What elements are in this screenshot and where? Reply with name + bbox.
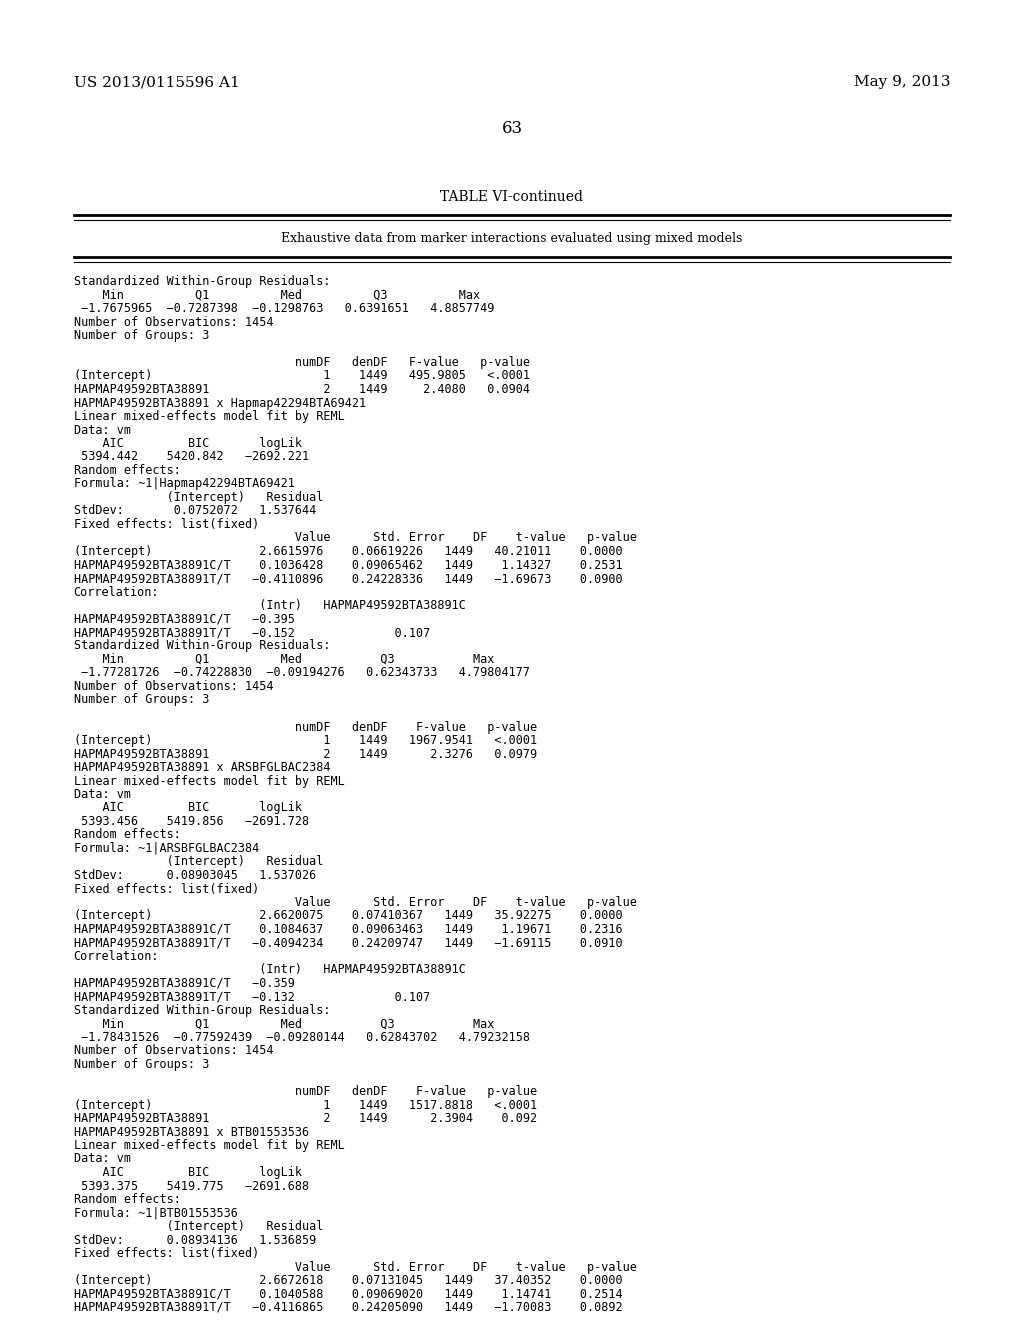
Text: Number of Observations: 1454: Number of Observations: 1454 (74, 1044, 273, 1057)
Text: 5393.375    5419.775   −2691.688: 5393.375 5419.775 −2691.688 (74, 1180, 309, 1192)
Text: (Intercept)   Residual: (Intercept) Residual (74, 855, 324, 869)
Text: 5394.442    5420.842   −2692.221: 5394.442 5420.842 −2692.221 (74, 450, 309, 463)
Text: Formula: ~1|BTB01553536: Formula: ~1|BTB01553536 (74, 1206, 238, 1220)
Text: Min          Q1          Med          Q3          Max: Min Q1 Med Q3 Max (74, 289, 480, 301)
Text: (Intr)   HAPMAP49592BTA38891C: (Intr) HAPMAP49592BTA38891C (74, 599, 466, 612)
Text: Linear mixed-effects model fit by REML: Linear mixed-effects model fit by REML (74, 411, 344, 422)
Text: AIC         BIC       logLik: AIC BIC logLik (74, 801, 302, 814)
Text: HAPMAP49592BTA38891T/T   −0.4094234    0.24209747   1449   −1.69115    0.0910: HAPMAP49592BTA38891T/T −0.4094234 0.2420… (74, 936, 623, 949)
Text: 5393.456    5419.856   −2691.728: 5393.456 5419.856 −2691.728 (74, 814, 309, 828)
Text: Number of Observations: 1454: Number of Observations: 1454 (74, 680, 273, 693)
Text: Standardized Within-Group Residuals:: Standardized Within-Group Residuals: (74, 639, 330, 652)
Text: (Intercept)               2.6672618    0.07131045   1449   37.40352    0.0000: (Intercept) 2.6672618 0.07131045 1449 37… (74, 1274, 623, 1287)
Text: numDF   denDF    F-value   p-value: numDF denDF F-value p-value (74, 1085, 537, 1098)
Text: numDF   denDF    F-value   p-value: numDF denDF F-value p-value (74, 721, 537, 734)
Text: Number of Groups: 3: Number of Groups: 3 (74, 1059, 209, 1071)
Text: HAPMAP49592BTA38891T/T   −0.4110896    0.24228336   1449   −1.69673    0.0900: HAPMAP49592BTA38891T/T −0.4110896 0.2422… (74, 572, 623, 585)
Text: (Intr)   HAPMAP49592BTA38891C: (Intr) HAPMAP49592BTA38891C (74, 964, 466, 977)
Text: Linear mixed-effects model fit by REML: Linear mixed-effects model fit by REML (74, 1139, 344, 1152)
Text: Value      Std. Error    DF    t-value   p-value: Value Std. Error DF t-value p-value (74, 896, 637, 909)
Text: Formula: ~1|Hapmap42294BTA69421: Formula: ~1|Hapmap42294BTA69421 (74, 478, 295, 491)
Text: Standardized Within-Group Residuals:: Standardized Within-Group Residuals: (74, 1005, 330, 1016)
Text: Correlation:: Correlation: (74, 950, 159, 964)
Text: numDF   denDF   F-value   p-value: numDF denDF F-value p-value (74, 356, 529, 370)
Text: HAPMAP49592BTA38891 x ARSBFGLBAC2384: HAPMAP49592BTA38891 x ARSBFGLBAC2384 (74, 762, 330, 774)
Text: HAPMAP49592BTA38891T/T   −0.152              0.107: HAPMAP49592BTA38891T/T −0.152 0.107 (74, 626, 430, 639)
Text: −1.7675965  −0.7287398  −0.1298763   0.6391651   4.8857749: −1.7675965 −0.7287398 −0.1298763 0.63916… (74, 302, 495, 315)
Text: Number of Groups: 3: Number of Groups: 3 (74, 329, 209, 342)
Text: Exhaustive data from marker interactions evaluated using mixed models: Exhaustive data from marker interactions… (282, 232, 742, 246)
Text: HAPMAP49592BTA38891 x BTB01553536: HAPMAP49592BTA38891 x BTB01553536 (74, 1126, 309, 1138)
Text: Linear mixed-effects model fit by REML: Linear mixed-effects model fit by REML (74, 775, 344, 788)
Text: Value      Std. Error    DF    t-value   p-value: Value Std. Error DF t-value p-value (74, 1261, 637, 1274)
Text: Min          Q1          Med           Q3           Max: Min Q1 Med Q3 Max (74, 653, 495, 667)
Text: May 9, 2013: May 9, 2013 (854, 75, 950, 88)
Text: Fixed effects: list(fixed): Fixed effects: list(fixed) (74, 883, 259, 895)
Text: StdDev:       0.0752072   1.537644: StdDev: 0.0752072 1.537644 (74, 504, 316, 517)
Text: Fixed effects: list(fixed): Fixed effects: list(fixed) (74, 517, 259, 531)
Text: (Intercept)   Residual: (Intercept) Residual (74, 1220, 324, 1233)
Text: Correlation:: Correlation: (74, 586, 159, 598)
Text: HAPMAP49592BTA38891                2    1449      2.3904    0.092: HAPMAP49592BTA38891 2 1449 2.3904 0.092 (74, 1111, 537, 1125)
Text: Random effects:: Random effects: (74, 1193, 180, 1206)
Text: Formula: ~1|ARSBFGLBAC2384: Formula: ~1|ARSBFGLBAC2384 (74, 842, 259, 855)
Text: HAPMAP49592BTA38891C/T    0.1084637    0.09063463   1449    1.19671    0.2316: HAPMAP49592BTA38891C/T 0.1084637 0.09063… (74, 923, 623, 936)
Text: (Intercept)                        1    1449   1517.8818   <.0001: (Intercept) 1 1449 1517.8818 <.0001 (74, 1098, 537, 1111)
Text: 63: 63 (502, 120, 522, 137)
Text: Number of Observations: 1454: Number of Observations: 1454 (74, 315, 273, 329)
Text: (Intercept)                        1    1449   1967.9541   <.0001: (Intercept) 1 1449 1967.9541 <.0001 (74, 734, 537, 747)
Text: Min          Q1          Med           Q3           Max: Min Q1 Med Q3 Max (74, 1018, 495, 1031)
Text: Data: vm: Data: vm (74, 1152, 131, 1166)
Text: HAPMAP49592BTA38891T/T   −0.132              0.107: HAPMAP49592BTA38891T/T −0.132 0.107 (74, 990, 430, 1003)
Text: (Intercept)   Residual: (Intercept) Residual (74, 491, 324, 504)
Text: StdDev:      0.08903045   1.537026: StdDev: 0.08903045 1.537026 (74, 869, 316, 882)
Text: AIC         BIC       logLik: AIC BIC logLik (74, 1166, 302, 1179)
Text: AIC         BIC       logLik: AIC BIC logLik (74, 437, 302, 450)
Text: StdDev:      0.08934136   1.536859: StdDev: 0.08934136 1.536859 (74, 1233, 316, 1246)
Text: Standardized Within-Group Residuals:: Standardized Within-Group Residuals: (74, 275, 330, 288)
Text: HAPMAP49592BTA38891C/T   −0.359: HAPMAP49592BTA38891C/T −0.359 (74, 977, 295, 990)
Text: US 2013/0115596 A1: US 2013/0115596 A1 (74, 75, 240, 88)
Text: HAPMAP49592BTA38891                2    1449      2.3276   0.0979: HAPMAP49592BTA38891 2 1449 2.3276 0.0979 (74, 747, 537, 760)
Text: −1.78431526  −0.77592439  −0.09280144   0.62843702   4.79232158: −1.78431526 −0.77592439 −0.09280144 0.62… (74, 1031, 529, 1044)
Text: HAPMAP49592BTA38891                2    1449     2.4080   0.0904: HAPMAP49592BTA38891 2 1449 2.4080 0.0904 (74, 383, 529, 396)
Text: Value      Std. Error    DF    t-value   p-value: Value Std. Error DF t-value p-value (74, 532, 637, 544)
Text: HAPMAP49592BTA38891C/T    0.1040588    0.09069020   1449    1.14741    0.2514: HAPMAP49592BTA38891C/T 0.1040588 0.09069… (74, 1287, 623, 1300)
Text: Data: vm: Data: vm (74, 424, 131, 437)
Text: HAPMAP49592BTA38891C/T   −0.395: HAPMAP49592BTA38891C/T −0.395 (74, 612, 295, 626)
Text: HAPMAP49592BTA38891C/T    0.1036428    0.09065462   1449    1.14327    0.2531: HAPMAP49592BTA38891C/T 0.1036428 0.09065… (74, 558, 623, 572)
Text: (Intercept)               2.6620075    0.07410367   1449   35.92275    0.0000: (Intercept) 2.6620075 0.07410367 1449 35… (74, 909, 623, 923)
Text: Random effects:: Random effects: (74, 829, 180, 842)
Text: (Intercept)               2.6615976    0.06619226   1449   40.21011    0.0000: (Intercept) 2.6615976 0.06619226 1449 40… (74, 545, 623, 558)
Text: HAPMAP49592BTA38891T/T   −0.4116865    0.24205090   1449   −1.70083    0.0892: HAPMAP49592BTA38891T/T −0.4116865 0.2420… (74, 1302, 623, 1313)
Text: −1.77281726  −0.74228830  −0.09194276   0.62343733   4.79804177: −1.77281726 −0.74228830 −0.09194276 0.62… (74, 667, 529, 680)
Text: Random effects:: Random effects: (74, 465, 180, 477)
Text: TABLE VI-continued: TABLE VI-continued (440, 190, 584, 205)
Text: Fixed effects: list(fixed): Fixed effects: list(fixed) (74, 1247, 259, 1261)
Text: (Intercept)                        1    1449   495.9805   <.0001: (Intercept) 1 1449 495.9805 <.0001 (74, 370, 529, 383)
Text: Number of Groups: 3: Number of Groups: 3 (74, 693, 209, 706)
Text: HAPMAP49592BTA38891 x Hapmap42294BTA69421: HAPMAP49592BTA38891 x Hapmap42294BTA6942… (74, 396, 366, 409)
Text: Data: vm: Data: vm (74, 788, 131, 801)
